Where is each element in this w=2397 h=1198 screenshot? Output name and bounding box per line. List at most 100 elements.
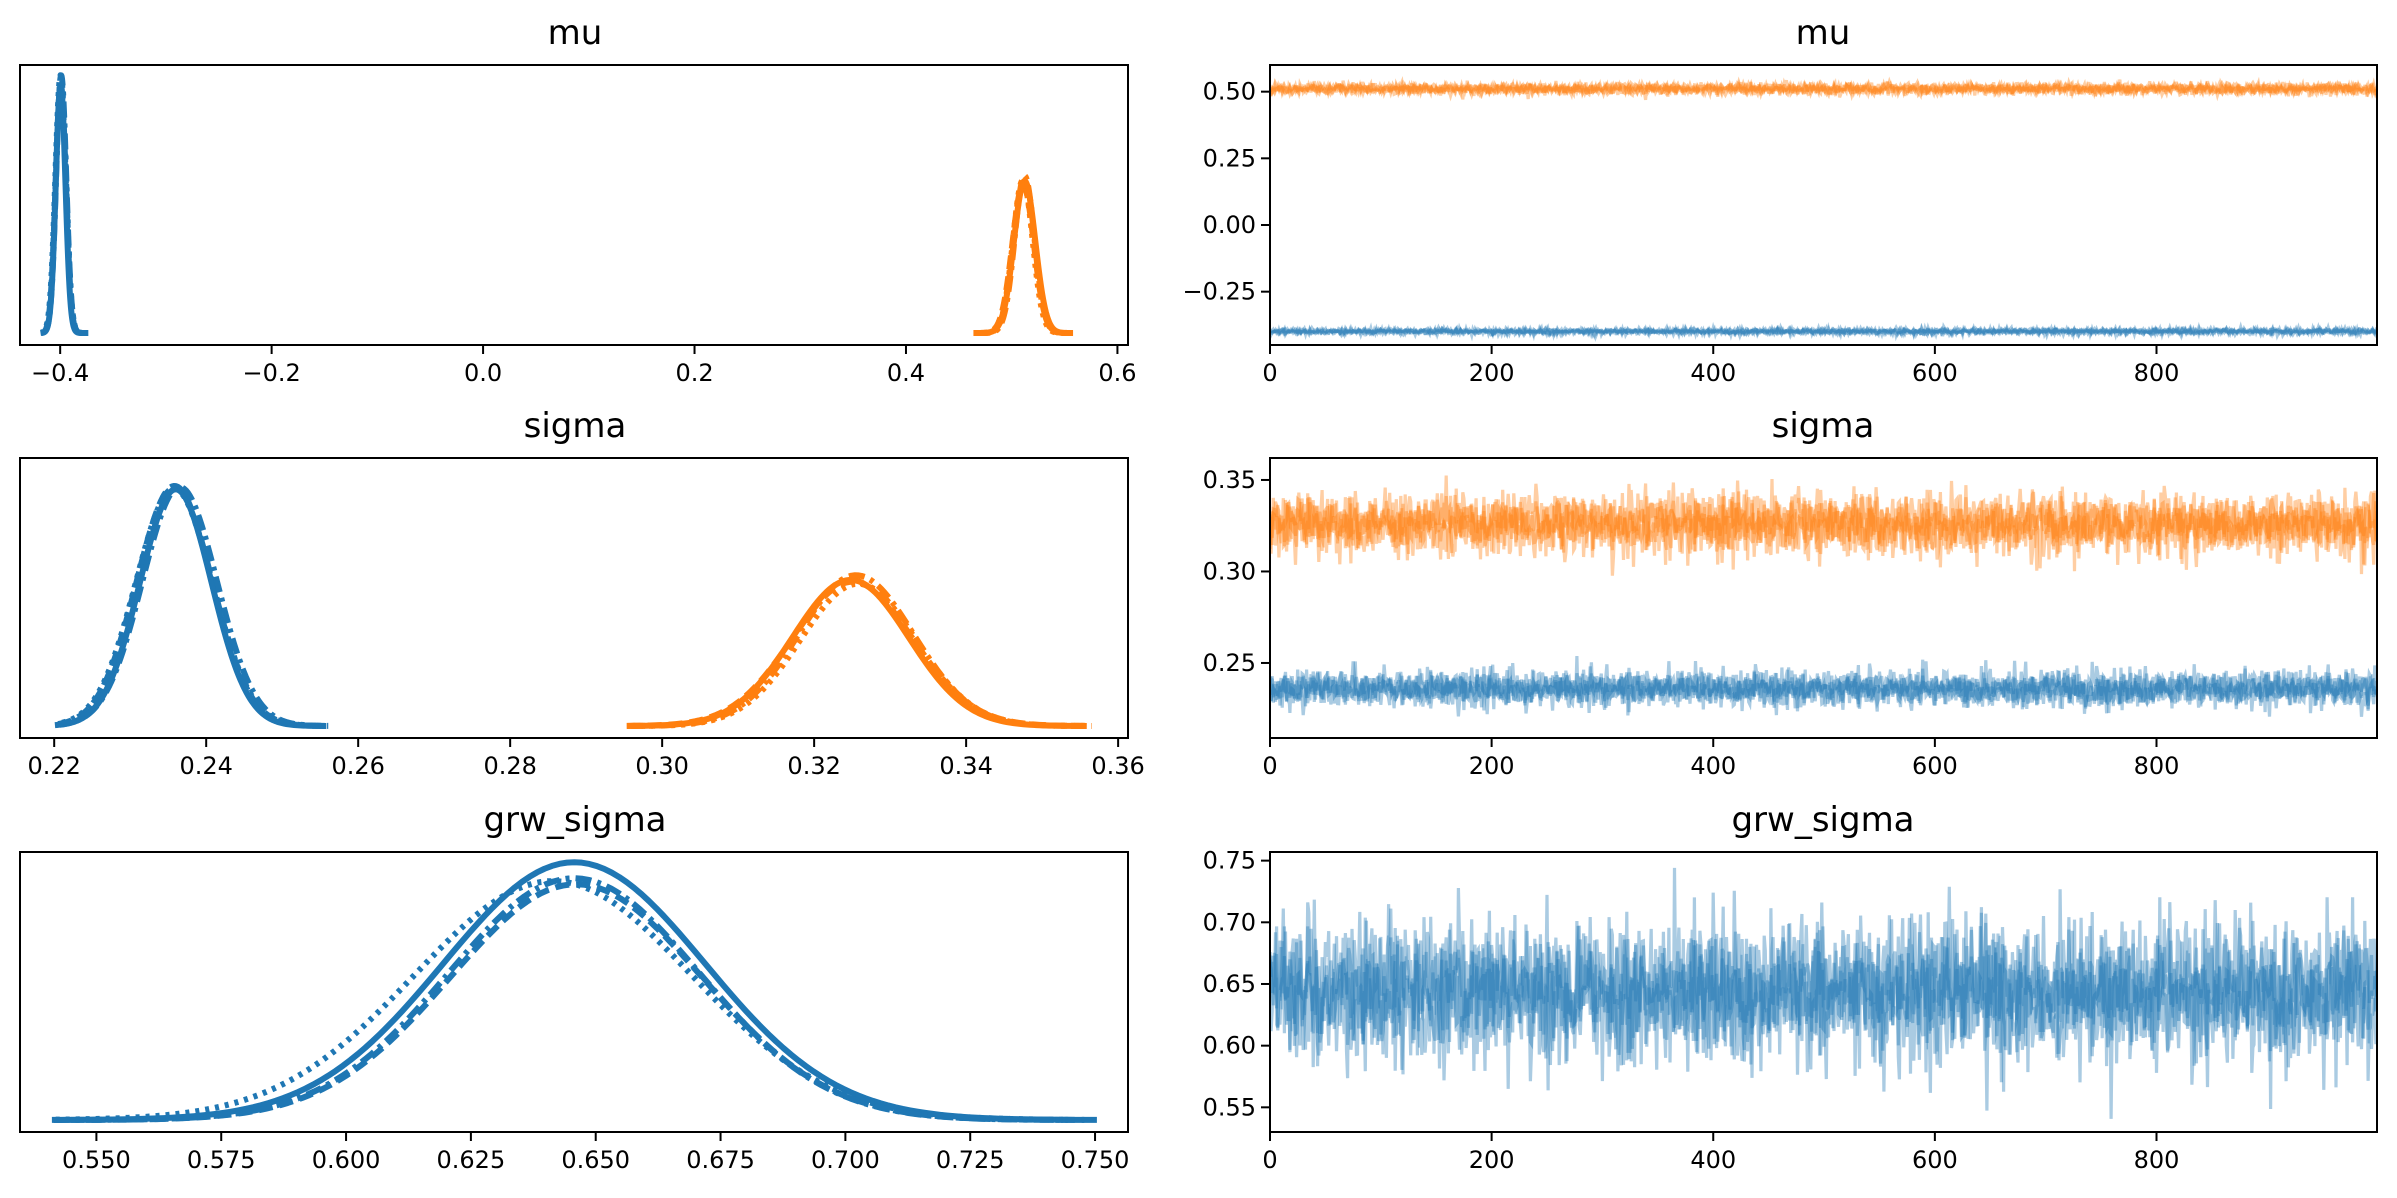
x-tick-label: 0.32: [787, 752, 840, 780]
trace-plot-area: [1270, 867, 2377, 1119]
y-tick-label: 0.35: [1203, 466, 1256, 494]
x-tick-label: 0.675: [686, 1146, 755, 1174]
x-tick-label: 0.550: [62, 1146, 131, 1174]
x-tick-label: 0.28: [483, 752, 536, 780]
x-tick-label: 0.34: [939, 752, 992, 780]
trace-plot-area: [1270, 75, 2377, 343]
trace-chain-line: [1270, 321, 2377, 342]
x-tick-label: 0.0: [464, 359, 502, 387]
x-tick-label: 0: [1262, 359, 1277, 387]
kde-plot-area: [37, 72, 1076, 336]
kde-plot-area: [53, 482, 1092, 729]
x-tick-label: 800: [2134, 1146, 2180, 1174]
x-tick-label: 0.2: [675, 359, 713, 387]
axes-ticks: 0.35 0.30 0.25 0 200 400 600 800: [1203, 466, 2180, 780]
x-tick-label: −0.4: [31, 359, 89, 387]
x-tick-label: 200: [1469, 359, 1515, 387]
trace-chain-line: [1270, 321, 2377, 343]
x-tick-label: −0.2: [242, 359, 300, 387]
x-tick-label: 0.750: [1061, 1146, 1130, 1174]
kde-plot-area: [51, 859, 1097, 1123]
panel-grw-sigma-kde: grw_sigma 0.550 0.575 0.600 0.625 0.650 0.675…: [19, 800, 1129, 1174]
trace-chain-line: [1270, 321, 2377, 341]
kde-chain-line: [53, 484, 326, 729]
kde-chain-line: [38, 72, 92, 336]
trace-chain-line: [1270, 321, 2377, 342]
trace-chain-line: [1270, 661, 2377, 716]
x-tick-label: 600: [1912, 752, 1958, 780]
x-tick-label: 0.26: [331, 752, 384, 780]
trace-chain-line: [1270, 867, 2377, 1093]
x-tick-label: 0.22: [27, 752, 80, 780]
x-tick-label: 200: [1469, 1146, 1515, 1174]
trace-chain-line: [1270, 897, 2377, 1092]
trace-chain-line: [1270, 75, 2377, 102]
panel-grw-sigma-trace: grw_sigma 0.75 0.70 0.65 0.60 0.550 200 400 600…: [1203, 800, 2378, 1174]
x-tick-label: 0: [1262, 1146, 1277, 1174]
x-tick-label: 0.6: [1098, 359, 1136, 387]
trace-chain-line: [1270, 76, 2377, 102]
x-tick-label: 0.4: [887, 359, 925, 387]
kde-chain-line: [53, 875, 1068, 1123]
axes-ticks: 0.550 0.575 0.600 0.625 0.650 0.675 0.700 0.725…: [62, 1132, 1129, 1174]
kde-chain-line: [626, 572, 1090, 729]
x-tick-label: 0.30: [635, 752, 688, 780]
y-tick-label: 0.55: [1203, 1093, 1256, 1121]
x-tick-label: 0.650: [561, 1146, 630, 1174]
y-tick-label: 0.75: [1203, 847, 1256, 875]
panel-title: sigma: [1772, 406, 1875, 446]
axes-frame: [1269, 851, 2378, 1133]
axes-frame: [1269, 457, 2378, 739]
panel-sigma-trace: sigma 0.35 0.30 0.25 0 200 400 600 800: [1203, 406, 2378, 780]
trace-chain-line: [1270, 894, 2377, 1119]
panel-title: mu: [1796, 13, 1851, 53]
y-tick-label: 0.00: [1203, 211, 1256, 239]
x-tick-label: 0.700: [811, 1146, 880, 1174]
y-tick-label: 0.60: [1203, 1032, 1256, 1060]
trace-plot-area: [1270, 475, 2377, 717]
axes-frame: [19, 457, 1129, 739]
y-tick-label: 0.25: [1203, 649, 1256, 677]
x-tick-label: 400: [1690, 1146, 1736, 1174]
trace-chain-line: [1270, 475, 2377, 572]
trace-chain-line: [1270, 486, 2377, 567]
x-tick-label: 0.600: [312, 1146, 381, 1174]
y-tick-label: 0.50: [1203, 78, 1256, 106]
panel-title: grw_sigma: [1731, 800, 1914, 840]
trace-chain-line: [1270, 656, 2377, 715]
y-tick-label: 0.70: [1203, 908, 1256, 936]
trace-chain-line: [1270, 662, 2377, 717]
y-tick-label: 0.25: [1203, 144, 1256, 172]
axes-frame: [19, 851, 1129, 1133]
axes-frame: [1269, 64, 2378, 346]
x-tick-label: 0.24: [179, 752, 232, 780]
axes-frame: [19, 64, 1129, 346]
panel-title: mu: [548, 13, 603, 53]
x-tick-label: 200: [1469, 752, 1515, 780]
axes-ticks: 0.50 0.25 0.00 −0.25 0 200 400 600 800: [1182, 78, 2179, 387]
panel-mu-kde: mu −0.4 −0.2 0.0 0.2 0.4 0.6: [19, 13, 1137, 387]
x-tick-label: 0.625: [437, 1146, 506, 1174]
x-tick-label: 0.725: [936, 1146, 1005, 1174]
x-tick-label: 0.36: [1091, 752, 1144, 780]
x-tick-label: 600: [1912, 1146, 1958, 1174]
x-tick-label: 400: [1690, 752, 1736, 780]
trace-chain-line: [1270, 480, 2377, 576]
kde-chain-line: [971, 172, 1074, 336]
kde-chain-line: [61, 485, 330, 729]
x-tick-label: 0: [1262, 752, 1277, 780]
panel-title: grw_sigma: [483, 800, 666, 840]
y-tick-label: 0.65: [1203, 970, 1256, 998]
y-tick-label: 0.30: [1203, 557, 1256, 585]
trace-chain-line: [1270, 76, 2377, 101]
axes-ticks: 0.22 0.24 0.26 0.28 0.30 0.32 0.34 0.36: [27, 738, 1145, 780]
axes-ticks: −0.4 −0.2 0.0 0.2 0.4 0.6: [31, 345, 1137, 387]
y-tick-label: −0.25: [1182, 278, 1256, 306]
panel-title: sigma: [524, 406, 627, 446]
x-tick-label: 800: [2134, 359, 2180, 387]
panel-mu-trace: mu 0.50 0.25 0.00 −0.25 0 200 400 600 800: [1182, 13, 2378, 387]
trace-chain-line: [1270, 478, 2377, 568]
x-tick-label: 800: [2134, 752, 2180, 780]
